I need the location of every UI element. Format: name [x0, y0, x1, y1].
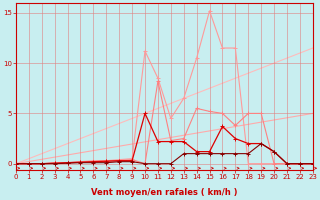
- X-axis label: Vent moyen/en rafales ( km/h ): Vent moyen/en rafales ( km/h ): [91, 188, 238, 197]
